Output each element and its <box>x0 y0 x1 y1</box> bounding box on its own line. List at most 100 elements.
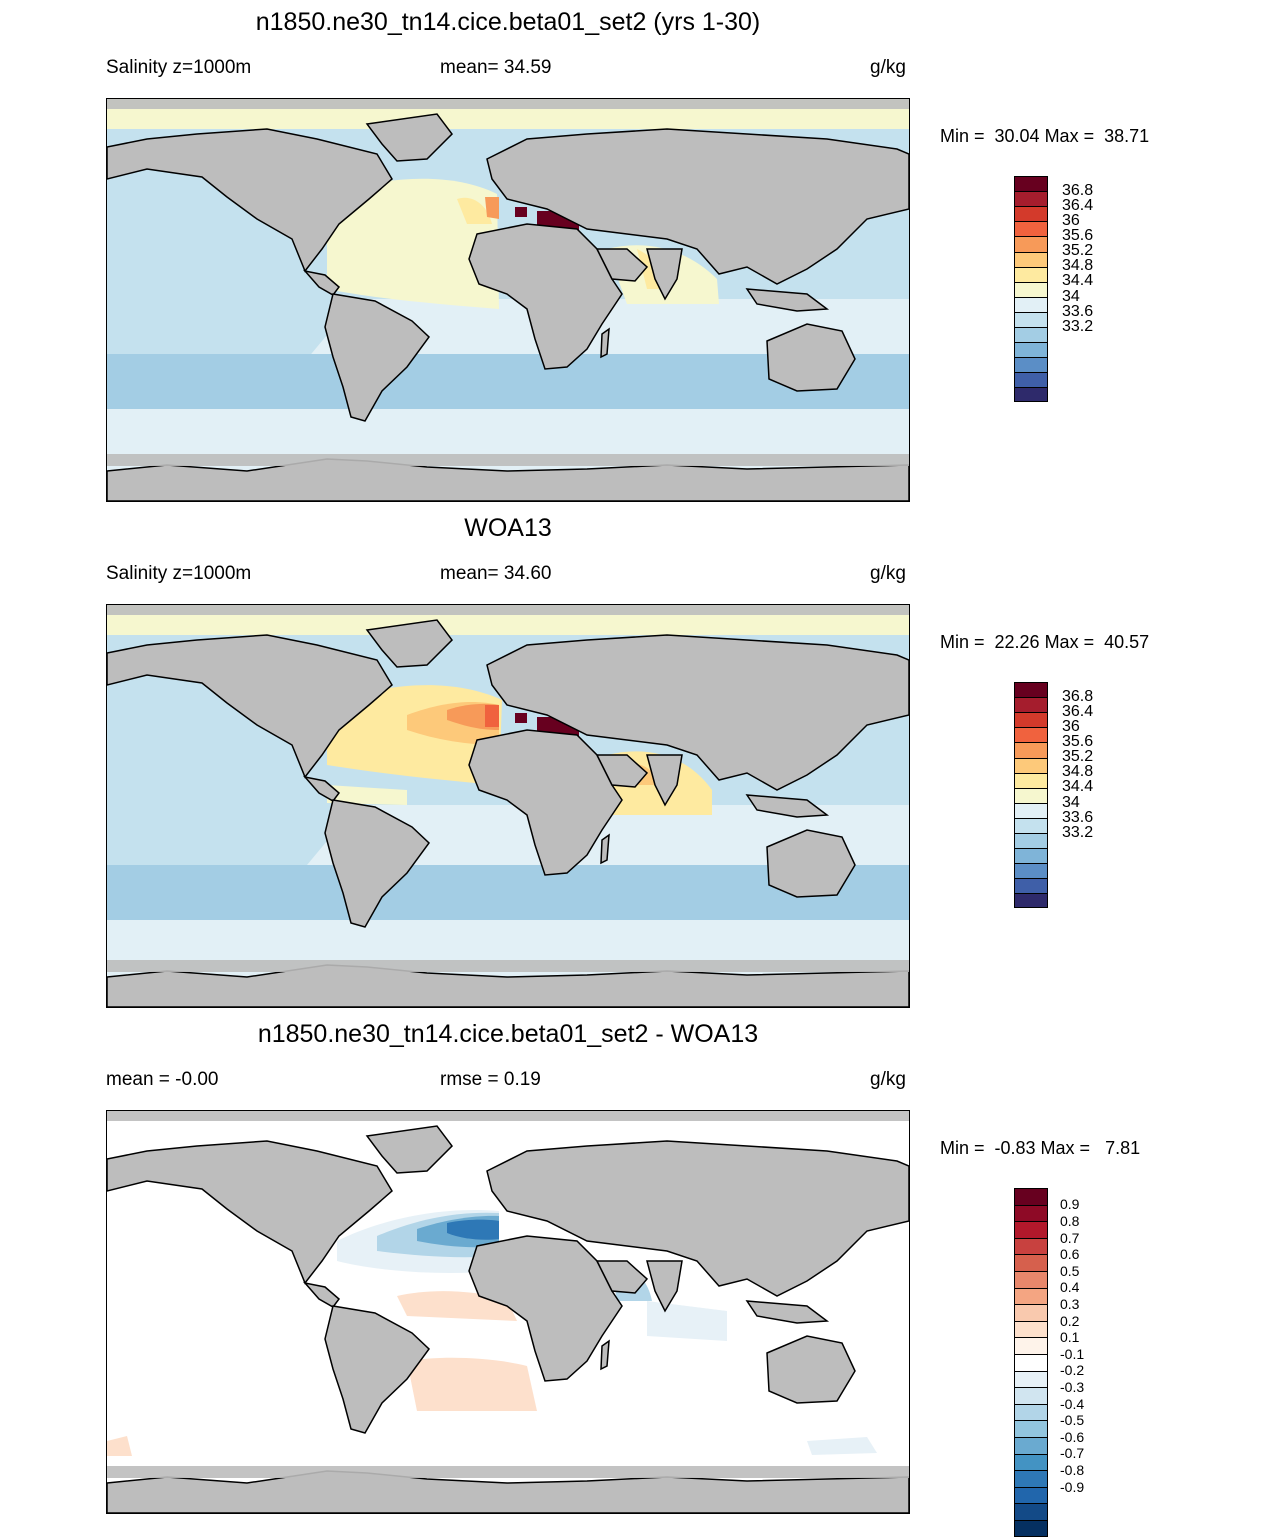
colorbar-tick-label: 36 <box>1062 212 1080 230</box>
colorbar-tick-label: 0.3 <box>1060 1296 1080 1313</box>
colorbar-tick-label: 33.2 <box>1062 823 1094 841</box>
colorbar-swatch <box>1014 1337 1048 1355</box>
units-label: g/kg <box>870 1069 906 1090</box>
salinity-map <box>106 604 910 1008</box>
colorbar-swatch <box>1014 1188 1048 1206</box>
colorbar-tick-label: 33.2 <box>1062 317 1094 335</box>
colorbar-tick-label: -0.9 <box>1060 1478 1085 1495</box>
colorbar-tick-label: 35.2 <box>1062 748 1094 766</box>
colorbar-tick-label: -0.5 <box>1060 1412 1085 1429</box>
colorbar-tick-label: 36 <box>1062 718 1080 736</box>
colorbar-tick-label: -0.6 <box>1060 1428 1085 1445</box>
units-label: g/kg <box>870 563 906 584</box>
colorbar-tick-label: -0.1 <box>1060 1345 1085 1362</box>
panel-difference: n1850.ne30_tn14.cice.beta01_set2 - WOA13… <box>0 1012 1285 1537</box>
colorbar-tick-label: 33.6 <box>1062 302 1094 320</box>
panel-title: n1850.ne30_tn14.cice.beta01_set2 - WOA13 <box>257 1020 759 1048</box>
colorbar-swatch <box>1014 296 1048 313</box>
panel-observation: WOA13 Salinity z=1000m mean= 34.60 g/kg <box>0 506 1285 1012</box>
colorbar-tick-label: 36.8 <box>1062 181 1094 199</box>
mean-label: mean= 34.60 <box>440 563 552 584</box>
colorbar-swatch <box>1014 387 1048 403</box>
panel-title: WOA13 <box>464 514 552 542</box>
colorbar-swatch <box>1014 176 1048 193</box>
difference-map <box>106 1110 910 1514</box>
colorbar-tick-label: 34.8 <box>1062 257 1094 275</box>
colorbar-swatch <box>1014 833 1048 850</box>
colorbar-swatch <box>1014 357 1048 374</box>
salinity-map <box>106 98 910 502</box>
colorbar-swatch <box>1014 1320 1048 1339</box>
colorbar-tick-label: 0.9 <box>1060 1196 1080 1213</box>
colorbar-tick-label: -0.8 <box>1060 1462 1085 1479</box>
min-max-label: Min = 30.04 Max = 38.71 <box>940 126 1150 146</box>
units-label: g/kg <box>870 57 906 78</box>
colorbar-tick-label: 34.8 <box>1062 763 1094 781</box>
colorbar-swatch <box>1014 742 1048 759</box>
colorbar-swatch <box>1014 1503 1048 1521</box>
colorbar-swatch <box>1014 311 1048 328</box>
panel-title: n1850.ne30_tn14.cice.beta01_set2 (yrs 1-… <box>255 8 761 36</box>
colorbar-swatch <box>1014 1420 1048 1438</box>
colorbar-swatch <box>1014 236 1048 253</box>
colorbar-tick-label: 0.2 <box>1060 1312 1080 1329</box>
colorbar-tick-label: 34 <box>1062 287 1080 305</box>
colorbar-swatch <box>1014 221 1048 238</box>
colorbar-swatch <box>1014 772 1048 789</box>
colorbar-swatch <box>1014 206 1048 223</box>
colorbar-swatch <box>1014 1304 1048 1322</box>
colorbar-swatch <box>1014 342 1048 359</box>
colorbar-swatch <box>1014 1403 1048 1422</box>
colorbar-tick-label: 0.6 <box>1060 1246 1080 1263</box>
colorbar-tick-label: -0.4 <box>1060 1395 1085 1412</box>
colorbar-swatch <box>1014 848 1048 865</box>
colorbar-tick-label: 36.4 <box>1062 702 1094 720</box>
colorbar-swatch <box>1014 1287 1048 1306</box>
colorbar-tick-label: -0.3 <box>1060 1379 1085 1396</box>
colorbar-swatch <box>1014 757 1048 774</box>
colorbar-tick-label: 35.6 <box>1062 227 1094 245</box>
colorbar-swatch <box>1014 1254 1048 1272</box>
colorbar-swatch <box>1014 893 1048 909</box>
colorbar-tick-label: -0.7 <box>1060 1445 1085 1462</box>
colorbar-tick-label: 0.4 <box>1060 1279 1080 1296</box>
colorbar-swatch <box>1014 802 1048 819</box>
colorbar-swatch <box>1014 1453 1048 1472</box>
colorbar-tick-label: 35.6 <box>1062 733 1094 751</box>
colorbar-tick-label: 33.6 <box>1062 808 1094 826</box>
colorbar-swatch <box>1014 1470 1048 1488</box>
variable-label: Salinity z=1000m <box>106 563 252 584</box>
colorbar-swatch <box>1014 878 1048 895</box>
colorbar-swatch <box>1014 1387 1048 1405</box>
colorbar-swatch <box>1014 682 1048 699</box>
colorbar-swatch <box>1014 863 1048 880</box>
colorbar-tick-label: 0.8 <box>1060 1213 1080 1230</box>
mean-label: mean = -0.00 <box>106 1069 219 1090</box>
colorbar-swatch <box>1014 281 1048 298</box>
colorbar-swatch <box>1014 251 1048 268</box>
panel-model: n1850.ne30_tn14.cice.beta01_set2 (yrs 1-… <box>0 0 1285 506</box>
colorbar-swatch <box>1014 712 1048 729</box>
colorbar-swatch <box>1014 787 1048 804</box>
variable-label: Salinity z=1000m <box>106 57 252 78</box>
colorbar-swatch <box>1014 817 1048 834</box>
mean-label: mean= 34.59 <box>440 57 552 78</box>
colorbar-tick-label: 0.7 <box>1060 1229 1080 1246</box>
colorbar-swatch <box>1014 1370 1048 1389</box>
colorbar-swatch <box>1014 1271 1048 1289</box>
colorbar-swatch <box>1014 1354 1048 1372</box>
rmse-label: rmse = 0.19 <box>440 1069 541 1090</box>
colorbar-tick-label: 0.1 <box>1060 1329 1080 1346</box>
colorbar-swatch <box>1014 1237 1048 1256</box>
colorbar-tick-label: 34.4 <box>1062 778 1094 796</box>
min-max-label: Min = 22.26 Max = 40.57 <box>940 632 1150 652</box>
colorbar-swatch <box>1014 727 1048 744</box>
colorbar-tick-label: 36.4 <box>1062 196 1094 214</box>
colorbar-tick-label: 0.5 <box>1060 1262 1080 1279</box>
colorbar-swatch <box>1014 191 1048 208</box>
colorbar-swatch <box>1014 1204 1048 1223</box>
colorbar-swatch <box>1014 1221 1048 1239</box>
colorbar-swatch <box>1014 372 1048 389</box>
colorbar-tick-label: 36.8 <box>1062 687 1094 705</box>
colorbar-swatch <box>1014 1486 1048 1505</box>
